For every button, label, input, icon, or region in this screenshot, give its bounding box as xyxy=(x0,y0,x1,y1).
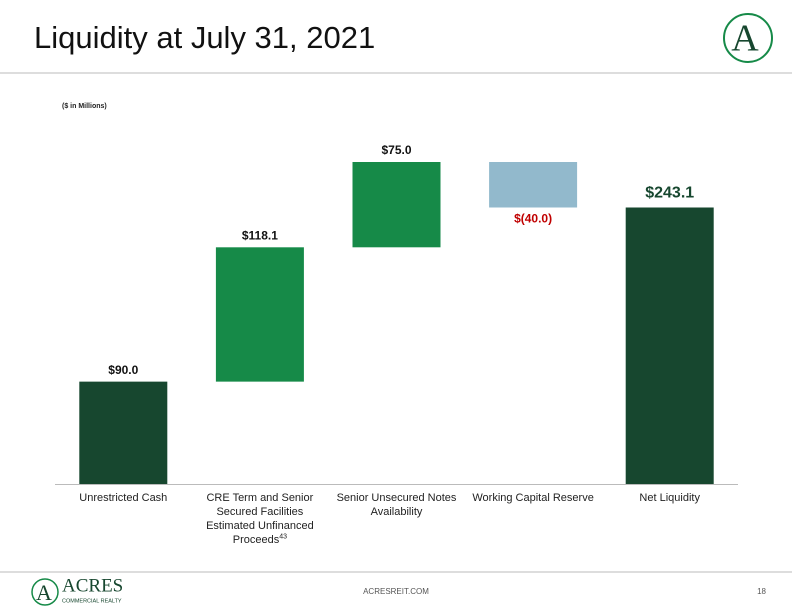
chart-subtitle: ($ in Millions) xyxy=(62,103,107,110)
bar xyxy=(79,381,168,484)
svg-text:A: A xyxy=(36,580,52,605)
page-number: 18 xyxy=(757,587,766,596)
value-label: $(40.0) xyxy=(514,212,552,226)
x-tick-label: CRE Term and Senior Secured Facilities E… xyxy=(204,491,316,547)
value-label: $243.1 xyxy=(645,185,694,202)
logo-name: ACRES xyxy=(62,575,123,596)
x-tick-label: Senior Unsecured Notes Availability xyxy=(332,491,462,519)
category: Net Liquidity xyxy=(639,492,700,504)
x-tick-label: Net Liquidity xyxy=(605,491,735,505)
logo-bottom: A xyxy=(31,578,59,606)
value-label: $90.0 xyxy=(108,363,138,377)
x-tick-label: Working Capital Reserve xyxy=(468,491,598,505)
value-label: $75.0 xyxy=(381,143,411,157)
svg-text:A: A xyxy=(731,18,759,60)
footnote-ref: 43 xyxy=(279,533,288,541)
x-tick-label: Unrestricted Cash xyxy=(58,491,188,505)
value-label: $118.1 xyxy=(242,228,278,242)
bar xyxy=(215,247,304,382)
slide-title: Liquidity at July 31, 2021 xyxy=(34,20,375,55)
logo-top: A xyxy=(723,13,773,63)
bar xyxy=(625,207,714,485)
category: Working Capital Reserve xyxy=(472,492,594,504)
bar xyxy=(489,162,578,208)
category: Unrestricted Cash xyxy=(79,492,168,504)
category: Senior Unsecured Notes Availability xyxy=(336,492,457,518)
category: CRE Term and Senior Secured Facilities E… xyxy=(206,492,314,546)
logo-tagline: COMMERCIAL REALTY xyxy=(62,598,122,604)
bar xyxy=(352,162,441,248)
footer-text: ACRESREIT.COM xyxy=(363,587,429,596)
